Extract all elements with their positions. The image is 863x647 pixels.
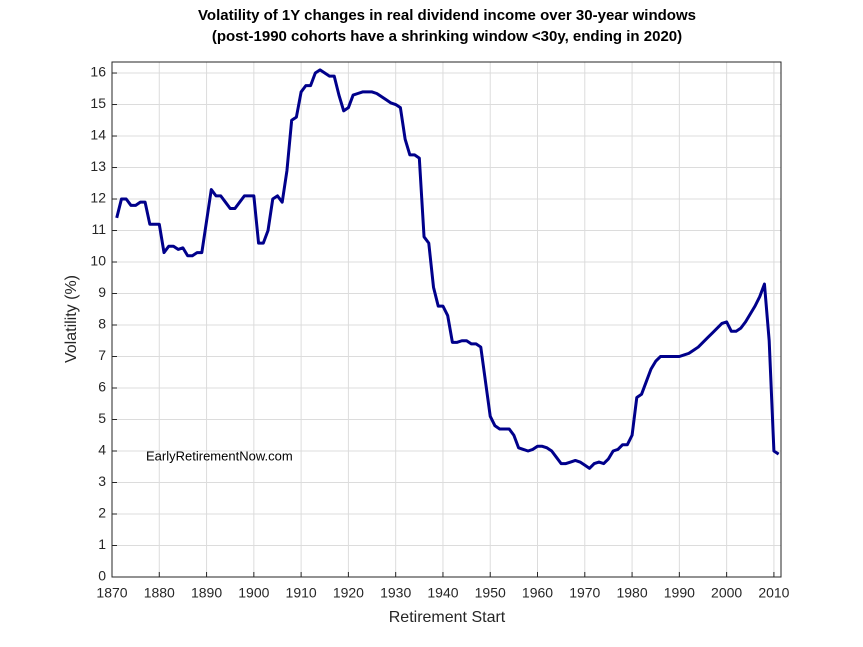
y-tick-label: 0 [98,568,106,584]
plot-frame [111,61,782,578]
x-axis-label: Retirement Start [389,609,506,626]
y-tick-label: 12 [90,190,106,206]
chart-subtitle: (post-1990 cohorts have a shrinking wind… [212,28,682,45]
y-tick-label: 13 [90,158,106,174]
y-tick-label: 3 [98,473,106,489]
y-tick-label: 11 [91,221,106,237]
chart-title: Volatility of 1Y changes in real dividen… [198,7,696,24]
y-tick-label: 1 [98,536,106,552]
y-axis-label: Volatility (%) [63,275,80,363]
x-tick-label: 1940 [427,585,458,601]
x-tick-label: 1890 [191,585,222,601]
y-tick-label: 14 [90,127,106,143]
plot-area [112,62,781,577]
y-tick-label: 4 [98,442,106,458]
data-line [115,68,780,470]
y-tick-label: 16 [90,64,106,80]
x-tick-label: 1990 [664,585,695,601]
y-tick-label: 7 [98,347,106,363]
y-tick-label: 2 [98,505,106,521]
y-tick-label: 5 [98,410,106,426]
x-tick-label: 1900 [238,585,269,601]
x-tick-label: 1950 [475,585,506,601]
x-tick-label: 1920 [333,585,364,601]
x-tick-label: 1910 [286,585,317,601]
y-tick-label: 15 [90,95,106,111]
x-tick-label: 1870 [96,585,127,601]
x-tick-label: 1960 [522,585,553,601]
x-tick-label: 2010 [758,585,789,601]
y-tick-label: 9 [98,284,106,300]
x-tick-label: 1880 [144,585,175,601]
x-tick-label: 1980 [616,585,647,601]
x-tick-label: 1930 [380,585,411,601]
y-tick-label: 10 [90,253,106,269]
x-tick-label: 2000 [711,585,742,601]
annotation: EarlyRetirementNow.com [146,448,293,463]
y-tick-label: 6 [98,379,106,395]
x-tick-label: 1970 [569,585,600,601]
y-tick-label: 8 [98,316,106,332]
